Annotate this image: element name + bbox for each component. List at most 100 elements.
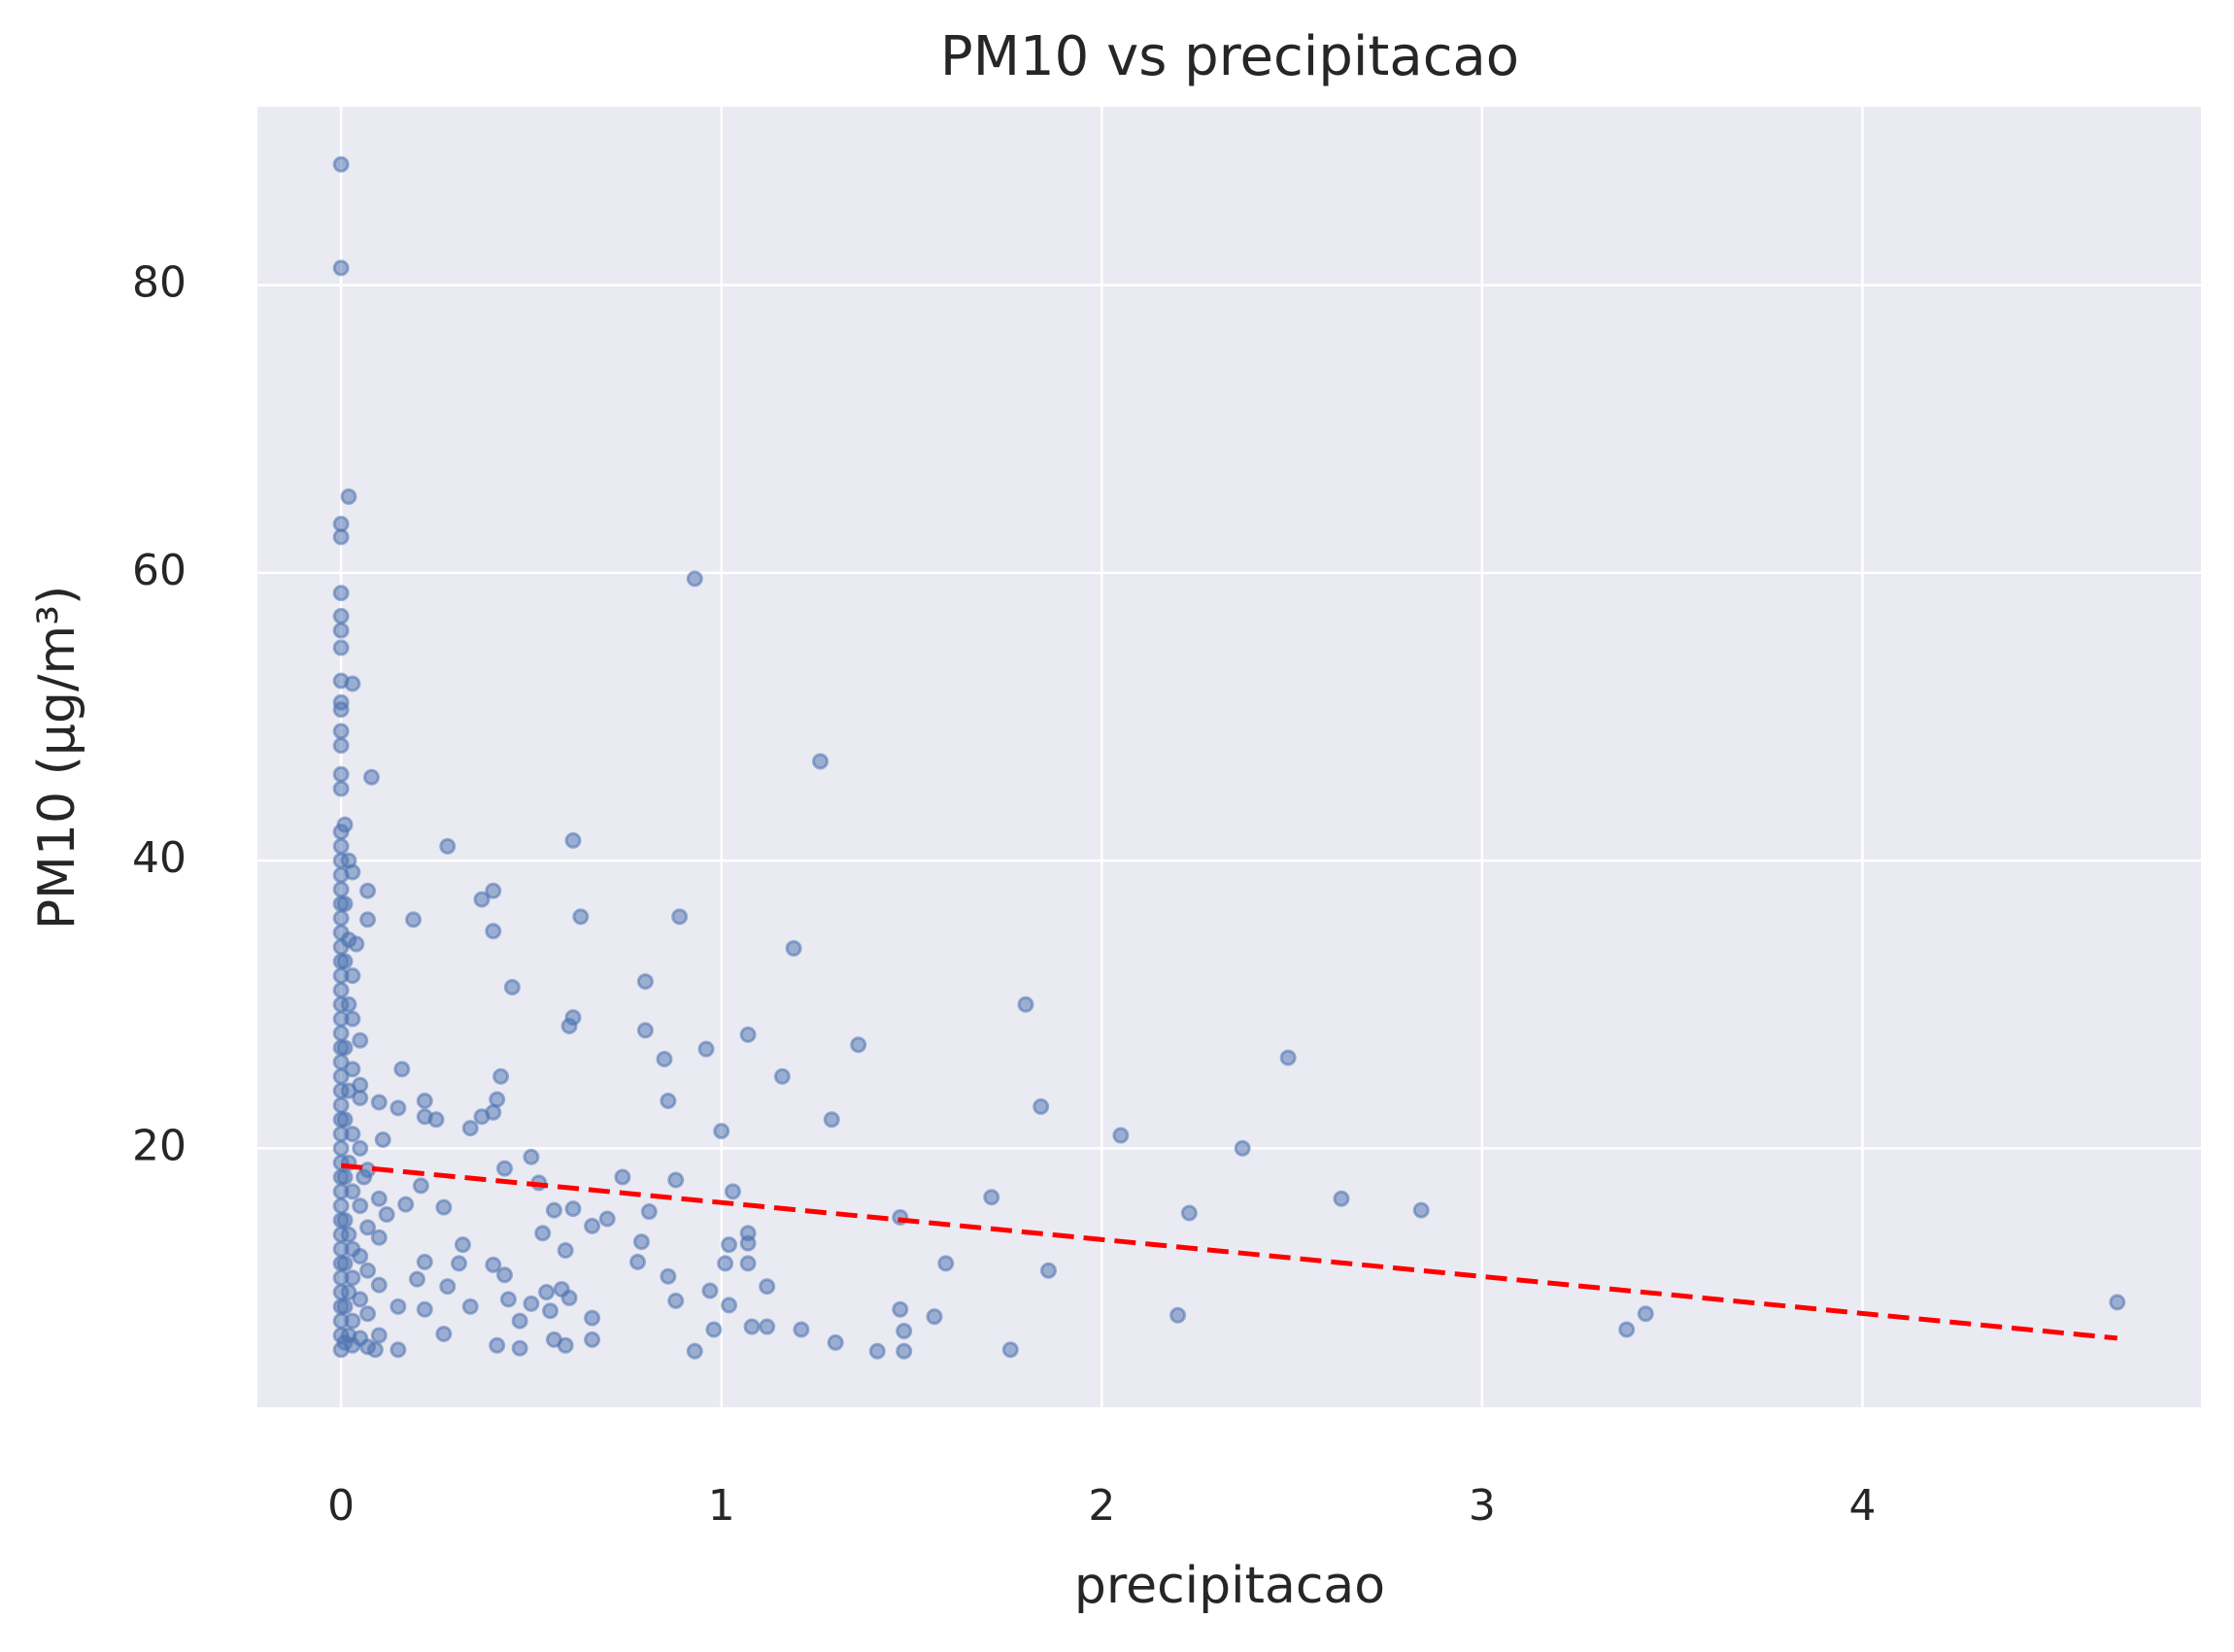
scatter-point <box>850 1036 867 1054</box>
scatter-point <box>492 1067 510 1085</box>
scatter-point <box>892 1300 909 1318</box>
scatter-point <box>454 1236 471 1254</box>
scatter-point <box>868 1342 886 1360</box>
scatter-point <box>640 1203 658 1221</box>
scatter-point <box>344 1269 361 1287</box>
scatter-point <box>370 1229 388 1246</box>
scatter-point <box>336 1255 354 1272</box>
x-tick-label: 0 <box>327 1481 355 1531</box>
marks <box>332 155 2126 1360</box>
scatter-point <box>759 1318 776 1335</box>
y-tick-label: 80 <box>132 258 186 308</box>
scatter-point <box>656 1051 673 1068</box>
scatter-point <box>412 1177 429 1195</box>
scatter-point <box>1032 1097 1050 1115</box>
scatter-point <box>359 1262 377 1279</box>
scatter-point <box>660 1093 677 1110</box>
scatter-point <box>636 973 654 991</box>
grid <box>257 107 2201 1407</box>
scatter-point <box>485 882 502 899</box>
scatter-point <box>332 516 350 533</box>
scatter-point <box>344 1312 361 1330</box>
y-tick-label: 40 <box>132 833 186 883</box>
scatter-point <box>397 1196 415 1213</box>
scatter-point <box>332 693 350 711</box>
scatter-point <box>523 1148 540 1165</box>
scatter-point <box>823 1111 840 1129</box>
scatter-point <box>564 1200 582 1218</box>
scatter-point <box>473 1108 491 1126</box>
x-axis-label: precipitacao <box>1074 1557 1385 1615</box>
scatter-point <box>332 765 350 783</box>
scatter-point <box>427 1111 445 1129</box>
scatter-point <box>352 1197 369 1215</box>
scatter-point <box>408 1270 425 1288</box>
scatter-point <box>1637 1305 1654 1323</box>
scatter-point <box>743 1318 761 1335</box>
trend-line <box>340 1163 2118 1341</box>
scatter-point <box>416 1300 433 1318</box>
scatter-point <box>1412 1201 1430 1219</box>
scatter-point <box>686 1342 703 1360</box>
scatter-point <box>1618 1321 1636 1338</box>
scatter-point <box>759 1278 776 1296</box>
scatter-point <box>572 908 590 926</box>
scatter-point <box>340 1226 357 1243</box>
scatter-point <box>926 1308 943 1326</box>
scatter-point <box>352 1076 369 1094</box>
scatter-point <box>827 1333 844 1351</box>
scatter-point <box>598 1210 616 1228</box>
scatter-point <box>359 882 377 899</box>
scatter-point <box>560 1289 578 1306</box>
scatter-point <box>2109 1294 2126 1311</box>
scatter-point <box>713 1123 730 1140</box>
scatter-point <box>344 1010 361 1028</box>
scatter-point <box>1017 995 1034 1013</box>
scatter-point <box>439 1278 457 1296</box>
scatter-point <box>785 939 802 957</box>
x-tick-label: 2 <box>1088 1481 1115 1531</box>
scatter-point <box>344 863 361 881</box>
scatter-point <box>496 1160 514 1177</box>
scatter-point <box>389 1298 407 1315</box>
scatter-point <box>636 1022 654 1039</box>
scatter-point <box>359 1219 377 1236</box>
scatter-point <box>332 909 350 927</box>
scatter-point <box>489 1336 506 1354</box>
scatter-point <box>362 768 380 786</box>
scatter-point <box>344 1183 361 1200</box>
scatter-point <box>352 1139 369 1157</box>
scatter-point <box>686 570 703 588</box>
scatter-point <box>461 1120 479 1137</box>
scatter-point <box>1333 1190 1350 1207</box>
scatter-point <box>344 967 361 985</box>
scatter-point <box>584 1331 601 1348</box>
scatter-point <box>473 891 491 908</box>
scatter-point <box>560 1017 578 1034</box>
scatter-point <box>332 881 350 898</box>
scatter-point <box>451 1255 468 1272</box>
scatter-point <box>503 978 521 995</box>
scatter-point <box>336 895 354 913</box>
scatter-point <box>348 935 365 953</box>
scatter-point <box>435 1325 453 1342</box>
scatter-point <box>717 1255 734 1272</box>
scatter-point <box>332 639 350 657</box>
scatter-point <box>660 1267 677 1285</box>
scatter-point <box>545 1201 562 1219</box>
scatter-point <box>439 837 457 855</box>
scatter-point <box>336 816 354 833</box>
scatter-point <box>332 780 350 797</box>
scatter-point <box>359 911 377 928</box>
scatter-point <box>721 1297 738 1314</box>
scatter-point <box>485 1256 502 1273</box>
scatter-point <box>937 1255 955 1272</box>
scatter-point <box>370 1327 388 1344</box>
scatter-point <box>812 753 829 770</box>
scatter-point <box>332 622 350 639</box>
scatter-point <box>1001 1341 1019 1359</box>
scatter-point <box>1279 1049 1297 1066</box>
scatter-point <box>629 1253 647 1270</box>
scatter-point <box>332 1096 350 1114</box>
